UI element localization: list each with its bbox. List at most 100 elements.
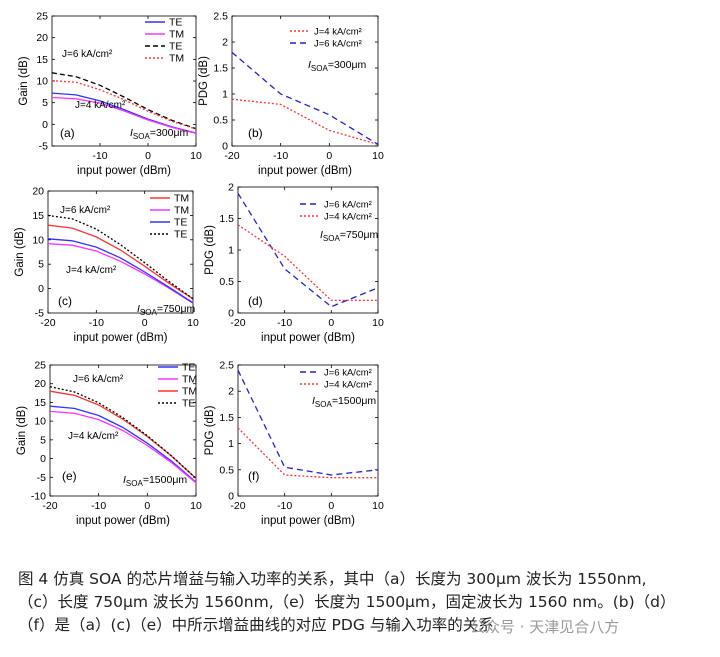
series-line-a-2 (51, 72, 197, 130)
legend-label: TM (174, 205, 189, 217)
x-axis-label: input power (dBm) (261, 332, 355, 344)
y-tick-label: 0.5 (219, 276, 234, 288)
x-tick-label: 10 (190, 150, 202, 162)
soa-length-label: ISOA=750μm (137, 303, 196, 317)
plot-frame-e (49, 364, 197, 497)
soa-length-label: ISOA=300μm (308, 59, 367, 73)
panel-b: 0 0.5 1 1.5 2 2.5 -20 -10 0 10 input power (dBm) PD… (198, 11, 384, 178)
soa-value: =750μm (340, 229, 379, 241)
y-tick-label: 0 (38, 283, 44, 295)
legend-label: J=6 kA/cm² (324, 200, 372, 211)
x-tick-label: -20 (230, 317, 245, 329)
y-tick-label: 10 (36, 76, 48, 88)
y-tick-label: 20 (36, 32, 48, 44)
legend-label: J=4 kA/cm² (324, 380, 372, 391)
soa-subscript: SOA (315, 400, 333, 409)
soa-symbol: I (320, 229, 323, 241)
y-tick-label: 1 (228, 245, 234, 257)
y-tick-label: 2.5 (213, 11, 228, 23)
soa-value: =750μm (157, 303, 196, 315)
x-tick-label: -10 (277, 317, 292, 329)
annotation-high: J=6 kA/cm² (60, 205, 111, 216)
y-tick-label: 10 (32, 234, 44, 246)
legend-label: J=4 kA/cm² (324, 212, 372, 223)
x-tick-label: 10 (190, 500, 202, 512)
y-tick-label: 1.5 (219, 412, 234, 424)
panel-a: -5 0 5 10 15 20 25 -10 0 10 input power (dBm) Gain … (18, 11, 202, 178)
soa-subscript: SOA (133, 132, 151, 141)
y-tick-label: 25 (36, 11, 48, 23)
legend-label: TE (169, 17, 182, 29)
y-tick-label: -5 (37, 472, 46, 484)
soa-subscript: SOA (311, 64, 329, 73)
panel-f: 0 0.5 1 1.5 2 2.5 -20 -10 0 10 input power (dBm) PD… (204, 360, 384, 528)
y-tick-label: 25 (34, 360, 46, 372)
soa-symbol: I (308, 59, 311, 71)
panel-label: (d) (248, 294, 263, 308)
series-line-c-2 (47, 238, 194, 304)
legend-label: TE (182, 362, 195, 374)
y-tick-label: 10 (34, 416, 46, 428)
series-line-b-0 (231, 98, 379, 146)
x-tick-label: 0 (145, 150, 151, 162)
soa-length-label: ISOA=300μm (130, 127, 189, 141)
series-line-e-1 (49, 410, 197, 484)
legend-label: TM (169, 29, 184, 41)
soa-value: =300μm (150, 127, 189, 139)
plot-frame-c (47, 190, 194, 314)
caption-line-2: （c）长度 750μm 波长为 1560nm,（e）长度为 1500μm，固定波… (18, 593, 676, 611)
soa-symbol: I (312, 395, 315, 407)
y-tick-label: 15 (32, 210, 44, 222)
watermark: 公众号 · 天津见合八方 (470, 618, 620, 636)
panel-label: (b) (248, 126, 263, 140)
y-tick-label: 5 (40, 434, 46, 446)
panel-d: 0 0.5 1 1.5 2 -20 -10 0 10 input power (dBm) PDG (… (204, 182, 384, 345)
legend-label: TE (174, 229, 187, 241)
panel-label: (f) (248, 469, 259, 483)
y-tick-label: 1.5 (219, 213, 234, 225)
y-tick-label: -5 (39, 141, 48, 153)
series-line-c-3 (47, 214, 194, 300)
x-tick-label: -20 (230, 500, 245, 512)
series-line-b-1 (231, 51, 379, 145)
x-tick-label: -10 (273, 150, 288, 162)
annotation-high: J=6 kA/cm² (73, 374, 124, 385)
y-tick-label: 2 (222, 37, 228, 49)
x-tick-label: -10 (277, 500, 292, 512)
series-line-a-1 (51, 96, 197, 135)
y-tick-label: 1.5 (213, 63, 228, 75)
y-tick-label: 1 (222, 89, 228, 101)
y-axis-label: PDG (dB) (204, 225, 216, 275)
y-tick-label: 20 (34, 378, 46, 390)
legend-label: J=4 kA/cm² (314, 27, 362, 38)
x-tick-label: -20 (224, 150, 239, 162)
annotation-low: J=4 kA/cm² (75, 100, 126, 111)
caption-line-3: （f）是（a）(c)（e）中所示增益曲线的对应 PDG 与输入功率的关系 (18, 616, 494, 634)
y-axis-label: Gain (dB) (18, 56, 30, 105)
x-tick-label: 0 (142, 317, 148, 329)
x-tick-label: 10 (372, 150, 384, 162)
y-tick-label: 20 (32, 186, 44, 198)
soa-value: =1500μm (143, 474, 188, 486)
panel-c: -5 0 5 10 15 20 -20 -10 0 10 input power (dBm) Gain… (14, 186, 199, 345)
x-tick-label: -10 (92, 150, 107, 162)
y-tick-label: 5 (42, 97, 48, 109)
y-tick-label: 15 (34, 397, 46, 409)
x-tick-label: -20 (40, 317, 55, 329)
annotation-low: J=4 kA/cm² (68, 431, 119, 442)
plot-frame-f (237, 364, 379, 497)
x-axis-label: input power (dBm) (77, 165, 171, 177)
x-axis-label: input power (dBm) (76, 515, 170, 527)
legend-label: TM (174, 193, 189, 205)
y-tick-label: 5 (38, 259, 44, 271)
series-line-f-0 (237, 369, 379, 476)
x-tick-label: 10 (372, 317, 384, 329)
series-line-d-1 (237, 224, 378, 302)
y-axis-label: Gain (dB) (14, 227, 26, 276)
soa-value: =1500μm (332, 395, 377, 407)
y-tick-label: 0 (222, 141, 228, 153)
soa-subscript: SOA (323, 234, 341, 243)
y-tick-label: 0.5 (219, 464, 234, 476)
caption-line-1: 图 4 仿真 SOA 的芯片增益与输入功率的关系，其中（a）长度为 300μm … (18, 570, 647, 588)
annotation-low: J=4 kA/cm² (66, 265, 117, 276)
